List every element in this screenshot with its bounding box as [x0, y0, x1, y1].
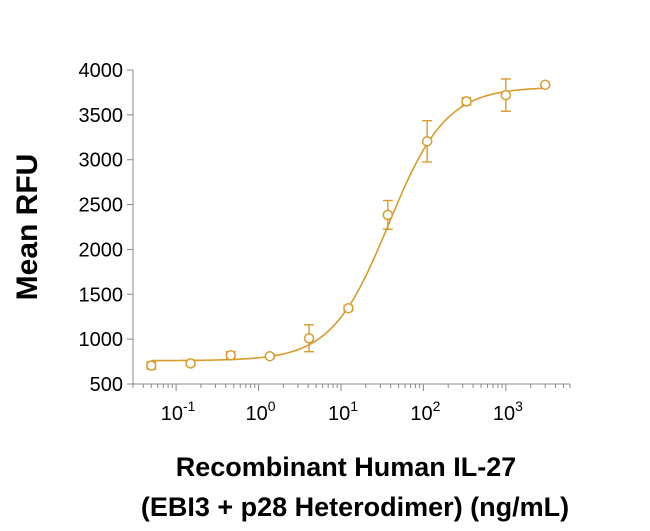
y-tick-label: 4000 — [79, 60, 124, 82]
data-point — [461, 96, 472, 107]
y-tick-label: 1500 — [79, 284, 124, 306]
fit-curve — [151, 87, 546, 362]
y-axis-ticks: 500 1000 1500 2000 2500 3000 3500 4000 — [79, 60, 133, 396]
y-axis-title: Mean RFU — [11, 154, 44, 301]
y-tick-label: 3500 — [79, 105, 124, 127]
data-point — [539, 79, 551, 91]
error-bars — [146, 78, 511, 370]
x-tick-label: 101 — [328, 398, 358, 425]
data-point — [500, 89, 512, 101]
data-point — [421, 136, 433, 147]
x-tick-label: 103 — [493, 398, 523, 425]
x-tick-label: 10-1 — [161, 398, 196, 425]
data-point — [146, 360, 157, 371]
x-axis-title-line2: (EBI3 + p28 Heterodimer) (ng/mL) — [141, 492, 569, 522]
y-tick-label: 3000 — [79, 150, 124, 172]
data-point — [343, 302, 354, 314]
x-tick-label: 100 — [246, 398, 276, 425]
data-point — [382, 209, 394, 221]
data-point — [225, 350, 236, 361]
data-point — [264, 350, 276, 362]
x-axis-title-line1: Recombinant Human IL-27 — [176, 452, 517, 482]
x-tick-label: 102 — [410, 398, 440, 425]
data-points — [146, 79, 551, 371]
data-point — [303, 332, 315, 344]
data-point — [185, 358, 196, 369]
x-axis-ticks: 10-1 100 101 102 103 — [132, 384, 571, 425]
y-tick-label: 500 — [90, 374, 123, 396]
y-tick-label: 2000 — [79, 239, 124, 261]
y-tick-label: 2500 — [79, 195, 124, 217]
y-tick-label: 1000 — [79, 329, 124, 351]
